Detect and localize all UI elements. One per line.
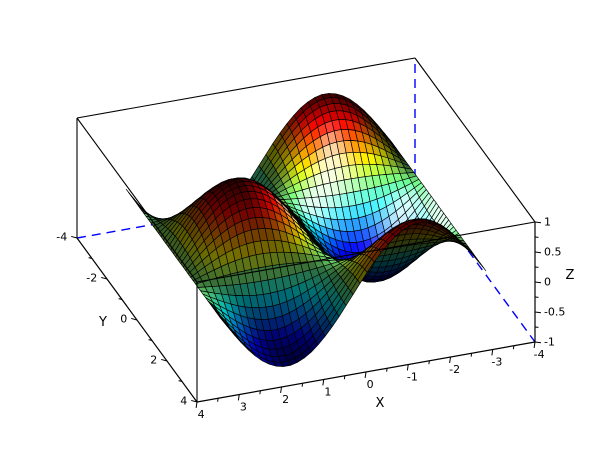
y-minor-tick xyxy=(88,257,93,259)
y-tick-label: 0 xyxy=(120,312,127,325)
box-edge-top-back-left xyxy=(76,57,416,119)
y-tick-label: 2 xyxy=(150,353,157,366)
y-minor-tick xyxy=(118,298,123,300)
x-tick-label: -1 xyxy=(407,370,418,383)
x-minor-tick xyxy=(217,398,219,402)
surface-facet xyxy=(217,314,228,327)
z-axis-label: Z xyxy=(566,268,575,283)
x-tick-label: 0 xyxy=(367,378,374,391)
y-minor-tick xyxy=(148,339,153,341)
x-tick-label: 4 xyxy=(198,408,205,421)
x-minor-tick xyxy=(470,353,473,357)
y-major-tick xyxy=(101,276,108,280)
z-tick-label: 0 xyxy=(544,276,551,289)
x-axis-label: X xyxy=(376,396,385,411)
x-axis: 4 3 2 1 0 -1 -2 -3 -4 X xyxy=(195,341,545,421)
surface-mesh xyxy=(125,93,487,367)
x-major-tick xyxy=(195,401,198,409)
z-major-tick xyxy=(534,221,542,224)
box-edge-top-front-right xyxy=(196,221,536,283)
z-tick-label: 0.5 xyxy=(544,246,562,259)
box-edge-top-back-right xyxy=(414,57,536,223)
x-minor-tick xyxy=(386,368,388,372)
y-major-tick xyxy=(131,317,138,321)
x-major-tick xyxy=(237,394,240,401)
z-tick-label: -0.5 xyxy=(544,306,565,319)
x-minor-tick xyxy=(343,375,346,380)
x-major-tick xyxy=(364,371,367,379)
x-tick-label: 1 xyxy=(324,385,331,398)
z-major-tick xyxy=(534,341,542,344)
x-tick-label: -4 xyxy=(534,348,545,361)
box-edge-top-front-left xyxy=(76,117,198,283)
x-major-tick xyxy=(322,379,325,386)
y-major-tick xyxy=(71,235,78,239)
x-minor-tick xyxy=(301,383,304,387)
x-tick-label: 2 xyxy=(282,393,289,406)
x-minor-tick xyxy=(428,360,430,365)
z-major-tick xyxy=(534,251,542,254)
y-axis: -4 -2 0 2 4 Y xyxy=(56,230,198,407)
y-tick-label: 4 xyxy=(180,394,187,407)
box-front-edges xyxy=(76,117,536,402)
x-tick-label: -3 xyxy=(491,355,502,368)
x-major-tick xyxy=(491,349,494,356)
x-major-tick xyxy=(449,356,451,364)
y-axis-label: Y xyxy=(98,315,107,330)
z-major-tick xyxy=(534,311,542,314)
y-major-tick xyxy=(161,358,168,362)
z-axis: 1 0.5 0 -0.5 -1 Z xyxy=(534,216,575,349)
x-tick-label: 3 xyxy=(240,400,247,413)
x-major-tick xyxy=(280,386,282,394)
z-tick-label: 1 xyxy=(544,216,551,229)
x-major-tick xyxy=(406,364,409,371)
x-minor-tick xyxy=(512,345,515,350)
y-minor-tick xyxy=(178,380,183,382)
y-tick-label: -2 xyxy=(86,271,97,284)
x-tick-label: -2 xyxy=(449,363,460,376)
z-major-tick xyxy=(534,281,542,284)
x-major-tick xyxy=(533,341,536,349)
box-back-edges xyxy=(76,57,536,238)
x-minor-tick xyxy=(259,390,261,395)
z-tick-label: -1 xyxy=(544,336,555,349)
surface-facet xyxy=(364,258,375,273)
y-tick-label: -4 xyxy=(56,230,67,243)
y-major-tick xyxy=(191,399,198,403)
